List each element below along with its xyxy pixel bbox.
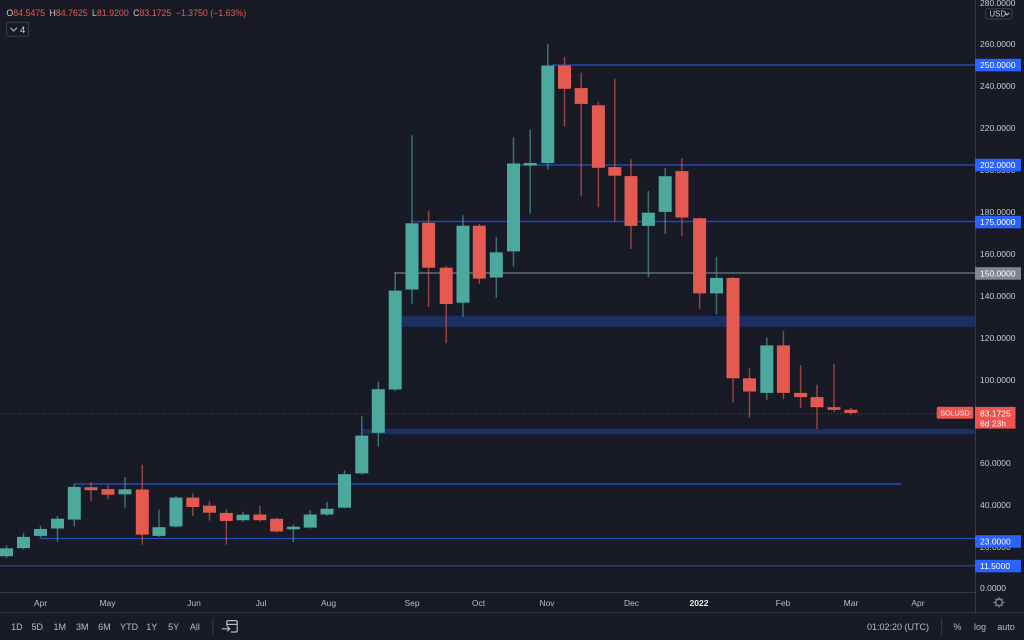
svg-text:log: log <box>974 622 986 632</box>
svg-text:Jun: Jun <box>187 598 201 608</box>
svg-text:6d 23h: 6d 23h <box>980 418 1006 428</box>
svg-text:1M: 1M <box>53 622 66 632</box>
svg-text:All: All <box>190 622 200 632</box>
svg-text:01:02:20 (UTC): 01:02:20 (UTC) <box>867 622 929 632</box>
svg-text:260.0000: 260.0000 <box>980 39 1016 49</box>
svg-text:1Y: 1Y <box>146 622 157 632</box>
svg-text:YTD: YTD <box>120 622 139 632</box>
svg-text:140.0000: 140.0000 <box>980 291 1016 301</box>
svg-text:5Y: 5Y <box>168 622 179 632</box>
svg-text:40.0000: 40.0000 <box>980 500 1011 510</box>
svg-text:Feb: Feb <box>776 598 791 608</box>
svg-text:202.0000: 202.0000 <box>980 160 1016 170</box>
svg-text:SOLUSD: SOLUSD <box>940 409 970 418</box>
svg-text:O84.5475 H84.7625 L81.9200 C83: O84.5475 H84.7625 L81.9200 C83.1725 −1.3… <box>6 8 246 18</box>
svg-text:May: May <box>99 598 116 608</box>
svg-text:auto: auto <box>997 622 1015 632</box>
svg-text:180.0000: 180.0000 <box>980 207 1016 217</box>
svg-text:USD: USD <box>990 10 1007 19</box>
svg-text:Apr: Apr <box>34 598 47 608</box>
svg-text:100.0000: 100.0000 <box>980 375 1016 385</box>
svg-text:150.0000: 150.0000 <box>980 269 1016 279</box>
svg-text:6M: 6M <box>98 622 111 632</box>
svg-text:4: 4 <box>20 25 25 36</box>
svg-text:Nov: Nov <box>539 598 555 608</box>
svg-text:175.0000: 175.0000 <box>980 217 1016 227</box>
svg-text:60.0000: 60.0000 <box>980 458 1011 468</box>
svg-text:280.0000: 280.0000 <box>980 0 1016 8</box>
svg-text:Aug: Aug <box>321 598 336 608</box>
svg-text:23.0000: 23.0000 <box>980 537 1011 547</box>
svg-text:83.1725: 83.1725 <box>980 408 1011 418</box>
svg-text:2022: 2022 <box>690 598 709 608</box>
svg-text:11.5000: 11.5000 <box>980 561 1010 571</box>
svg-text:Mar: Mar <box>844 598 859 608</box>
svg-text:Dec: Dec <box>624 598 640 608</box>
svg-text:Sep: Sep <box>404 598 419 608</box>
svg-text:0.0000: 0.0000 <box>980 583 1006 593</box>
svg-text:120.0000: 120.0000 <box>980 333 1016 343</box>
svg-text:Apr: Apr <box>911 598 924 608</box>
svg-text:Oct: Oct <box>472 598 486 608</box>
svg-text:Jul: Jul <box>256 598 267 608</box>
svg-text:%: % <box>953 622 961 632</box>
svg-text:160.0000: 160.0000 <box>980 249 1016 259</box>
svg-text:220.0000: 220.0000 <box>980 123 1016 133</box>
svg-text:3M: 3M <box>76 622 89 632</box>
svg-text:5D: 5D <box>32 622 44 632</box>
svg-text:1D: 1D <box>11 622 23 632</box>
svg-text:250.0000: 250.0000 <box>980 60 1016 70</box>
svg-text:240.0000: 240.0000 <box>980 81 1016 91</box>
